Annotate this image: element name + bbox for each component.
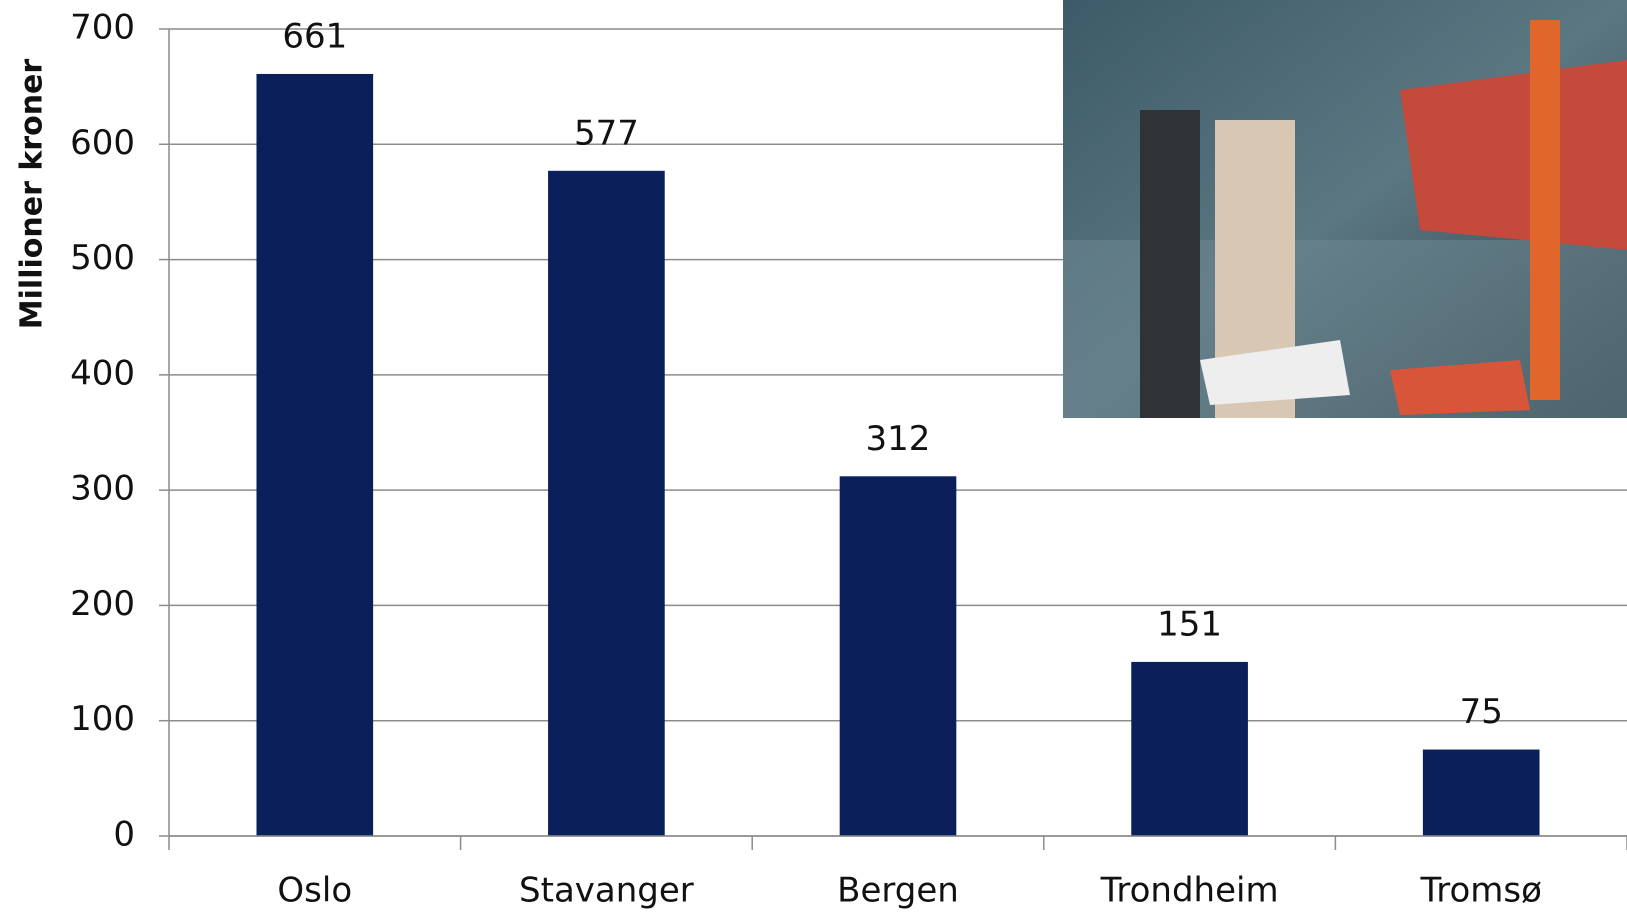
photo-inset (1063, 0, 1627, 418)
x-tick-label: Stavanger (519, 871, 694, 911)
photo-person (1140, 110, 1200, 418)
chart: Millioner kroner 0 100 200 300 400 500 600 700 O… (0, 0, 1627, 918)
y-tick-label: 400 (70, 353, 135, 393)
x-tick-label: Oslo (277, 871, 352, 911)
y-tick-label: 100 (70, 699, 135, 739)
bar (840, 476, 957, 836)
x-tick-label: Bergen (837, 871, 959, 911)
x-tick-label: Trondheim (1100, 871, 1279, 911)
bar (256, 74, 373, 836)
y-tick-label: 0 (113, 815, 135, 855)
photo-ship (1400, 60, 1627, 250)
value-label: 312 (866, 419, 931, 459)
y-tick-label: 600 (70, 123, 135, 163)
y-tick-label: 500 (70, 238, 135, 278)
value-label: 661 (282, 16, 347, 56)
value-label: 577 (574, 113, 639, 153)
value-label: 75 (1460, 692, 1503, 732)
y-tick-label: 200 (70, 584, 135, 624)
value-label: 151 (1157, 604, 1222, 644)
photo-tower (1530, 20, 1560, 400)
bar (1131, 662, 1248, 836)
y-tick-label: 300 (70, 469, 135, 509)
x-tick-label: Tromsø (1419, 871, 1541, 911)
y-tick-label: 700 (70, 8, 135, 48)
bar (548, 171, 665, 836)
bar (1423, 750, 1540, 836)
y-axis-title: Millioner kroner (15, 59, 50, 330)
